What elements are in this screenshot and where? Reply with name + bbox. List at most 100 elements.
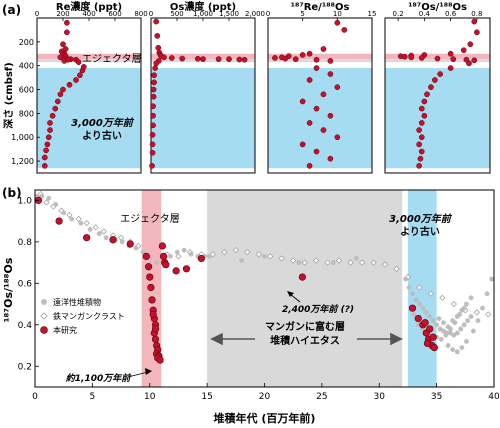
data-point: [149, 141, 156, 148]
data-point: [154, 33, 161, 39]
depth-profile-3: ¹⁸⁷Re/¹⁸⁸Os 0 5 10 15: [266, 2, 377, 174]
sediment-point: [181, 247, 187, 253]
age-11-arrowhead: [145, 368, 152, 375]
y-tick-label: 0.8: [18, 238, 33, 248]
band-old: [385, 68, 490, 169]
study-point: [83, 234, 91, 242]
study-point: [426, 325, 434, 333]
data-point: [408, 54, 415, 61]
data-point: [66, 81, 73, 88]
legend-crust-swatch: [40, 312, 48, 320]
sediment-point: [168, 253, 173, 259]
sediment-point: [451, 332, 457, 338]
data-point: [151, 72, 157, 79]
y-tick-label: 200: [19, 38, 34, 47]
data-point: [151, 79, 157, 86]
data-point: [215, 56, 222, 62]
data-point: [149, 131, 156, 138]
data-point: [179, 55, 186, 62]
crust-point: [100, 228, 107, 235]
crust-point: [313, 257, 320, 264]
data-point: [150, 86, 157, 93]
legend-label: 鉄マンガンクラスト: [53, 311, 125, 321]
sediment-point: [484, 291, 490, 297]
sediment-point: [465, 318, 471, 324]
crust-point: [209, 251, 216, 258]
data-point: [77, 72, 83, 79]
sediment-point: [447, 330, 453, 336]
age-24-arrowhead: [287, 291, 294, 297]
band-old: [151, 68, 255, 169]
x-tick-label: 15: [368, 10, 377, 18]
data-point: [432, 77, 438, 83]
data-point: [79, 67, 86, 74]
sediment-point: [411, 312, 417, 317]
arrow-right-head: [390, 332, 403, 346]
data-point: [45, 134, 52, 141]
profile-title: ¹⁸⁷Re/¹⁸⁸Os: [291, 2, 350, 13]
x-tick-label: 400: [82, 10, 95, 18]
sediment-point: [436, 316, 442, 321]
sediment-point: [423, 309, 429, 315]
data-point: [161, 54, 167, 61]
study-point: [151, 325, 160, 333]
sediment-point: [403, 276, 409, 282]
data-point: [299, 52, 306, 58]
x-tick-label: 20: [259, 392, 271, 402]
data-point: [60, 41, 66, 48]
sediment-point: [454, 314, 460, 319]
band-hiatus: [207, 190, 403, 387]
data-point: [418, 148, 425, 155]
data-point: [447, 65, 454, 71]
band-old: [407, 190, 437, 387]
data-point: [447, 50, 454, 57]
sediment-point: [239, 258, 244, 263]
x-tick-label: 25: [316, 392, 327, 402]
data-point: [327, 71, 334, 77]
sediment-point: [174, 249, 180, 255]
sediment-point: [69, 216, 75, 222]
study-point: [430, 344, 438, 352]
sediment-point: [353, 256, 359, 261]
sediment-point: [188, 251, 194, 257]
ejecta-label-a: エジェクタ層: [82, 53, 142, 65]
sediment-point: [459, 345, 465, 350]
data-point: [236, 56, 243, 63]
data-point: [75, 59, 82, 65]
crust-point: [450, 300, 457, 308]
data-point: [437, 71, 443, 77]
data-point: [153, 18, 160, 25]
sediment-point: [296, 260, 302, 265]
crust-point: [175, 253, 182, 260]
study-point: [151, 335, 160, 343]
study-point: [182, 265, 191, 273]
study-point: [145, 263, 153, 271]
band-ejecta: [37, 53, 141, 60]
sediment-point: [140, 249, 146, 255]
sediment-point: [438, 336, 444, 342]
crust-point: [43, 199, 50, 206]
data-point: [299, 98, 306, 105]
study-point: [147, 283, 155, 292]
y-axis-title: 深さ (cmbsf): [2, 62, 15, 128]
data-point: [272, 55, 278, 61]
sediment-point: [119, 239, 125, 245]
crust-point: [255, 251, 262, 258]
x-tick-label: 0: [149, 10, 153, 18]
data-point: [320, 127, 327, 133]
sediment-point: [413, 297, 419, 303]
sediment-point: [441, 328, 446, 334]
sediment-point: [443, 332, 449, 338]
study-point: [159, 252, 168, 260]
x-tick-label: 15: [201, 392, 212, 402]
x-tick-label: 10: [144, 392, 156, 402]
sediment-point: [445, 343, 451, 348]
x-tick-label: 0.6: [445, 10, 457, 18]
data-point: [306, 162, 313, 169]
x-tick-label: 500: [170, 10, 183, 18]
study-point: [298, 273, 306, 281]
plot-frame: [384, 17, 491, 174]
sediment-point: [450, 347, 456, 353]
crust-point: [335, 257, 343, 264]
